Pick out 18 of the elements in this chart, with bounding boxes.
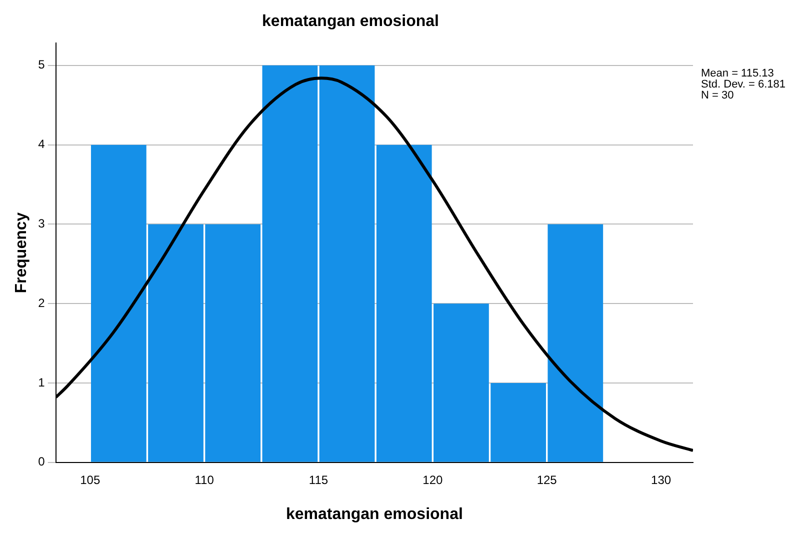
y-tick-label: 3 xyxy=(38,216,46,231)
x-tick-label: 115 xyxy=(308,472,328,487)
y-tick-label: 5 xyxy=(38,58,46,72)
y-tick-label: 4 xyxy=(38,137,46,152)
x-tick-label: 130 xyxy=(651,472,672,487)
y-tick-label: 1 xyxy=(38,375,46,390)
x-tick-label: 125 xyxy=(536,472,558,487)
y-tick-label: 0 xyxy=(38,454,46,469)
text: N = 30 xyxy=(701,90,734,102)
y-axis-title: Frequency xyxy=(13,212,30,294)
x-tick-label: 105 xyxy=(80,472,100,487)
x-tick-label: 120 xyxy=(422,472,443,487)
x-axis-title: kematangan emosional xyxy=(286,506,463,523)
text: Mean = 115.13 xyxy=(701,68,774,80)
y-tick-label: 2 xyxy=(38,296,46,310)
text: Std. Dev. = 6.181 xyxy=(701,78,786,91)
x-tick-label: 110 xyxy=(194,472,214,487)
chart-title: kematangan emosional xyxy=(262,13,439,30)
